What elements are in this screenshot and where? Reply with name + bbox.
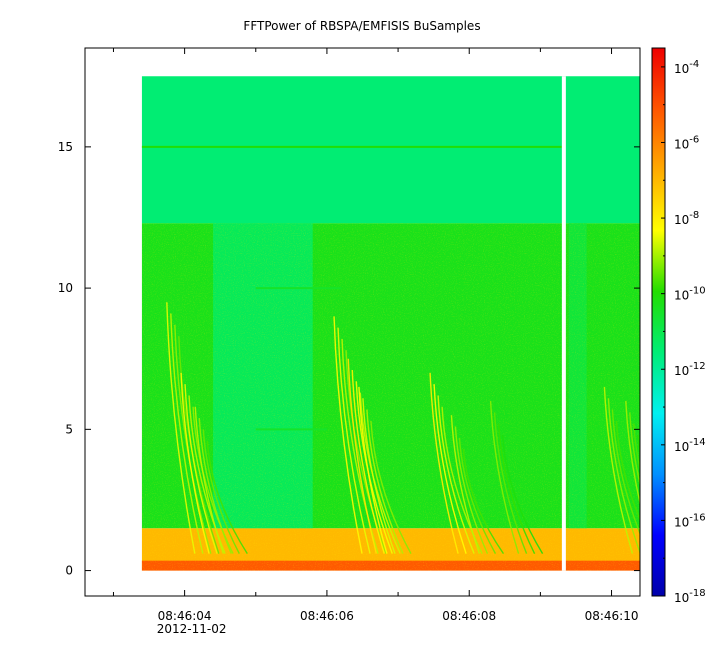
chorus-streak: [433, 384, 467, 554]
chart-title: FFTPower of RBSPA/EMFISIS BuSamples: [243, 19, 480, 33]
chorus-streak: [166, 302, 196, 554]
chorus-streak: [170, 313, 204, 554]
colorbar-tick-label: 10-14: [674, 437, 706, 454]
chorus-streak: [198, 417, 232, 554]
chorus-streak: [633, 423, 640, 473]
y-axis: 0 5 10 15: [58, 140, 640, 578]
chorus-streak: [337, 327, 371, 554]
colorbar-tick-label: 10-10: [674, 286, 706, 303]
x-tick-label: 08:46:06: [300, 609, 354, 623]
chorus-streak: [206, 440, 248, 555]
chorus-streak: [184, 384, 218, 554]
spectrum-band: [141, 76, 640, 224]
y-tick-label: 10: [58, 281, 73, 295]
chorus-burst: [489, 401, 544, 554]
chorus-streak: [603, 386, 634, 554]
chorus-streak: [333, 316, 363, 554]
chorus-streak: [347, 358, 377, 554]
y-tick-label: 15: [58, 140, 73, 154]
chorus-streak: [362, 398, 396, 554]
chorus-streak: [351, 369, 385, 554]
x-tick-date: 2012-11-02: [157, 622, 227, 636]
chorus-streak: [493, 412, 528, 554]
chorus-streak: [458, 437, 497, 554]
chorus-streak: [180, 372, 210, 554]
data-gap: [561, 76, 566, 571]
chorus-burst: [450, 415, 505, 555]
chorus-streak: [625, 401, 640, 506]
colorbar: [651, 47, 666, 597]
colorbar-tick-label: 10-6: [674, 134, 699, 151]
chorus-streak: [615, 420, 640, 522]
x-tick-label: 08:46:08: [442, 609, 496, 623]
colorbar-tick-label: 10-4: [674, 59, 699, 76]
chorus-streak: [174, 324, 212, 554]
chorus-streak: [611, 409, 640, 536]
chorus-burst: [194, 406, 248, 555]
chorus-streak: [429, 372, 459, 554]
chorus-streak: [501, 434, 544, 554]
colorbar-tick-label: 10-16: [674, 512, 706, 529]
y-tick-label: 0: [65, 564, 73, 578]
chorus-streak: [194, 406, 224, 554]
colorbar-tick-label: 10-8: [674, 210, 699, 227]
chorus-streak: [358, 386, 388, 554]
chorus-streak: [489, 401, 520, 554]
chorus-streak: [607, 398, 640, 554]
x-tick-label: 08:46:04: [158, 609, 212, 623]
chorus-streak: [366, 409, 404, 554]
x-tick-label: 08:46:10: [585, 609, 639, 623]
plot-frame: [84, 47, 641, 597]
y-tick-label: 5: [65, 422, 73, 436]
chorus-streak: [437, 395, 475, 554]
spectrogram-plot-area: [141, 76, 640, 571]
chorus-streak: [202, 429, 240, 554]
colorbar-tick-label: 10-18: [674, 588, 706, 605]
chorus-streak: [497, 423, 536, 554]
chorus-burst: [603, 386, 640, 554]
chorus-streak: [637, 434, 640, 459]
chorus-streak: [450, 415, 481, 554]
chorus-streak: [462, 449, 505, 555]
colorbar-axis: 10-4 10-6 10-8 10-10 10-12 10-14 10-16 10-18: [661, 59, 706, 605]
chorus-burst: [358, 386, 412, 554]
colorbar-tick-label: 10-12: [674, 361, 706, 378]
chorus-streak: [370, 420, 412, 554]
chorus-streak: [454, 426, 489, 554]
